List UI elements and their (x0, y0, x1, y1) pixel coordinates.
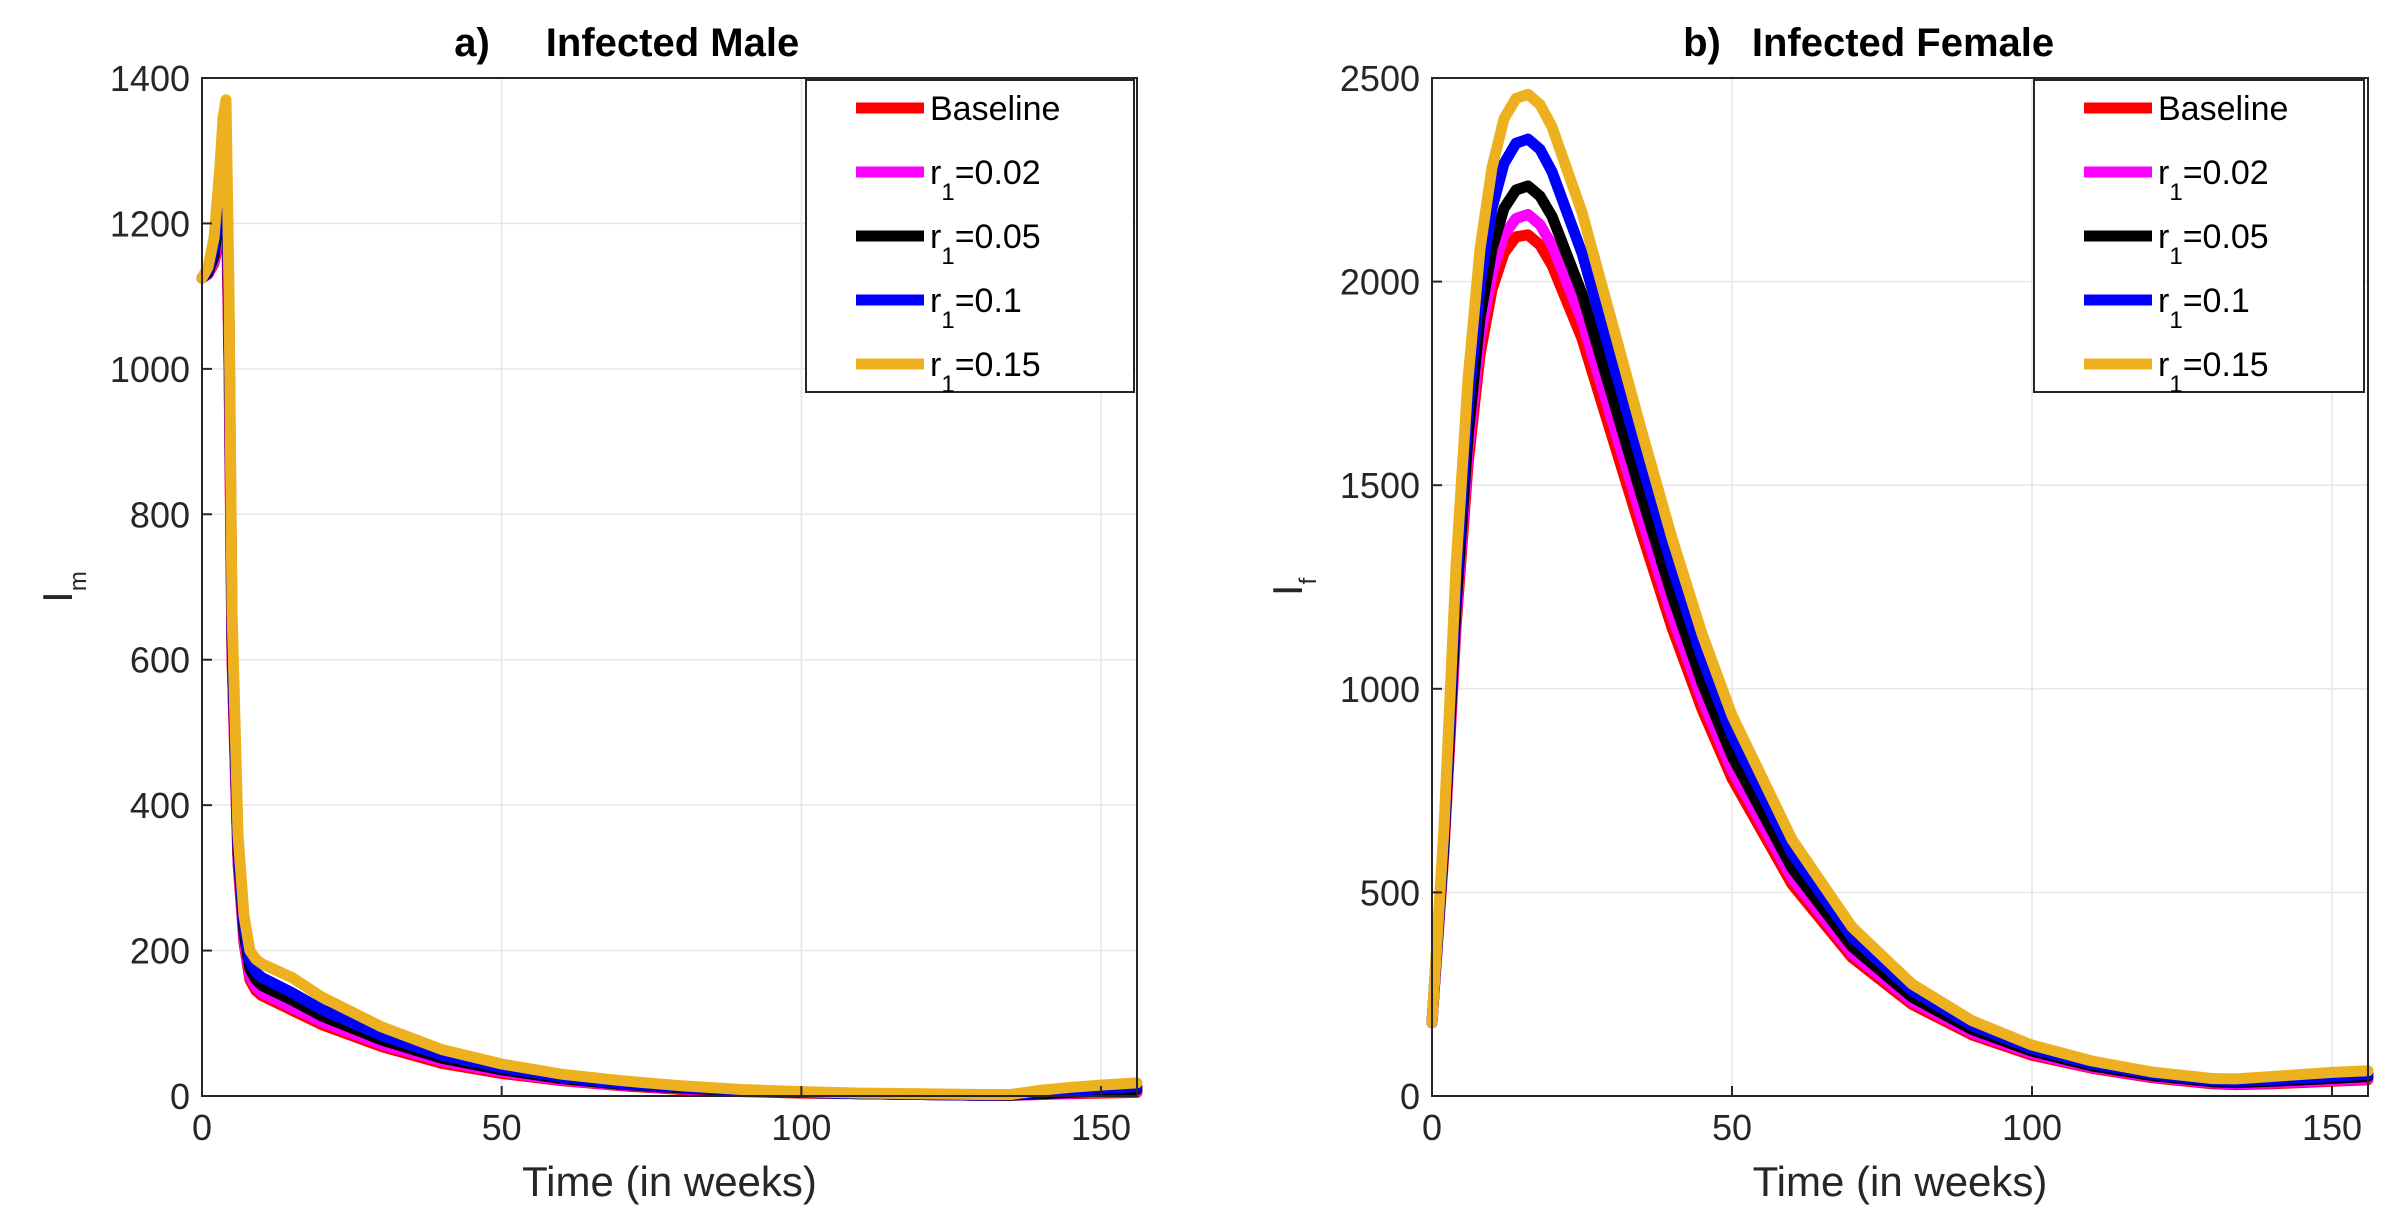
y-tick-label: 600 (130, 640, 190, 681)
x-tick-label: 100 (771, 1107, 831, 1148)
y-tick-label: 2000 (1340, 262, 1420, 303)
x-tick-label: 50 (1712, 1107, 1752, 1148)
series-line-4 (196, 94, 1143, 1100)
x-tick-label: 100 (2002, 1107, 2062, 1148)
panel-label: b) (1683, 21, 1721, 65)
y-tick-label: 0 (1400, 1076, 1420, 1117)
chart-title: Infected Male (546, 21, 799, 65)
chart-title: Infected Female (1752, 21, 2054, 65)
y-tick-label: 1000 (1340, 669, 1420, 710)
y-tick-label: 500 (1360, 872, 1420, 913)
x-tick-label: 0 (192, 1107, 212, 1148)
y-axis-label: If (1264, 578, 1322, 597)
y-tick-label: 1500 (1340, 465, 1420, 506)
legend-label-2: r1=0.05 (2158, 218, 2269, 270)
x-tick-label: 150 (1071, 1107, 1131, 1148)
legend-label-3: r1=0.1 (930, 282, 1022, 334)
legend-label-4: r1=0.15 (2158, 346, 2269, 398)
legend: Baseline r1=0.02 r1=0.05 r1=0.1 r1=0.15 (805, 79, 1135, 398)
panel-infected-male: 0 50 100 150 0 200 400 600 800 1000 1200 1400 Time (… (34, 21, 1143, 1205)
x-tick-label: 150 (2302, 1107, 2362, 1148)
x-axis-label: Time (in weeks) (1753, 1158, 2048, 1205)
legend-label-0: Baseline (930, 90, 1060, 128)
legend-label-0: Baseline (2158, 90, 2288, 128)
series-line-4 (1426, 88, 2374, 1085)
panel-label: a) (454, 21, 490, 65)
x-axis-label: Time (in weeks) (522, 1158, 817, 1205)
axes-box (201, 77, 1138, 1097)
y-tick-label: 400 (130, 785, 190, 826)
y-axis-label: Im (34, 571, 92, 603)
y-tick-label: 1000 (110, 349, 190, 390)
y-tick-label: 2500 (1340, 58, 1420, 99)
y-tick-label: 800 (130, 494, 190, 535)
x-tick-label: 50 (482, 1107, 522, 1148)
y-tick-label: 0 (170, 1076, 190, 1117)
y-tick-label: 1200 (110, 203, 190, 244)
legend-label-4: r1=0.15 (930, 346, 1041, 398)
y-tick-label: 1400 (110, 58, 190, 99)
legend-label-3: r1=0.1 (2158, 282, 2250, 334)
y-tick-label: 200 (130, 931, 190, 972)
legend-label-1: r1=0.02 (930, 154, 1041, 206)
axes-box (1431, 77, 2369, 1097)
legend-label-1: r1=0.02 (2158, 154, 2269, 206)
x-tick-label: 0 (1422, 1107, 1442, 1148)
legend: Baseline r1=0.02 r1=0.05 r1=0.1 r1=0.15 (2033, 79, 2365, 398)
legend-label-2: r1=0.05 (930, 218, 1041, 270)
